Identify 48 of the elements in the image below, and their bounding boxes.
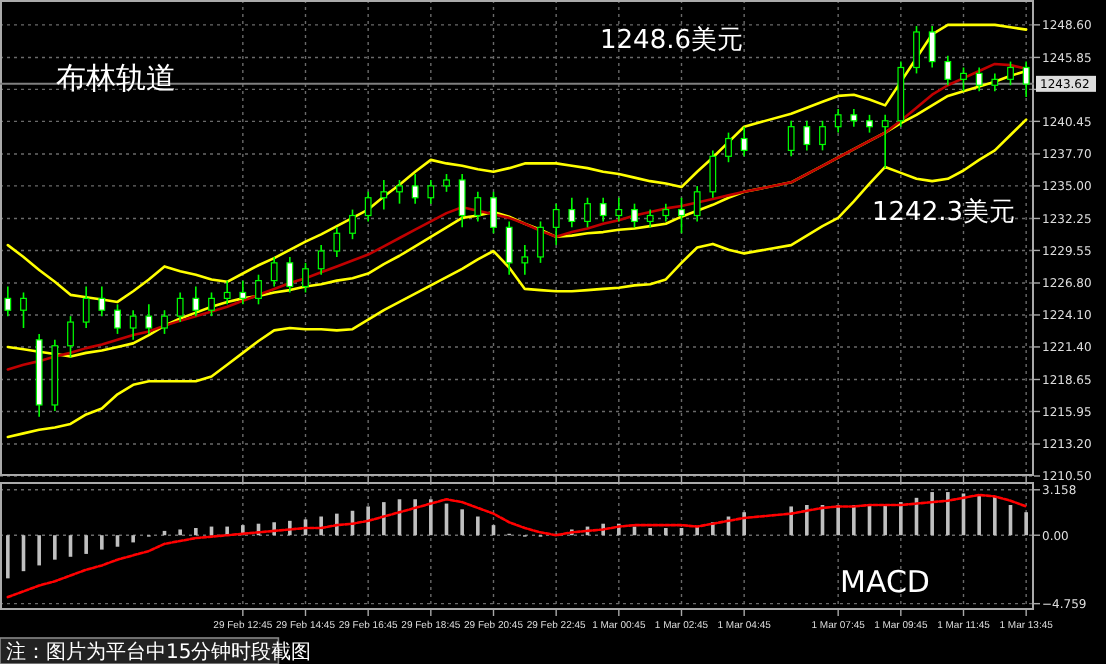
text: MACD bbox=[840, 564, 930, 600]
candlestick bbox=[192, 285, 200, 317]
candlestick bbox=[725, 131, 732, 164]
candlestick bbox=[223, 279, 231, 306]
candlestick bbox=[631, 202, 638, 229]
candlestick bbox=[740, 125, 748, 158]
candlestick bbox=[568, 196, 576, 229]
candlestick bbox=[505, 220, 513, 276]
candlestick bbox=[709, 149, 717, 199]
annotation: 1248.6美元 bbox=[600, 24, 743, 56]
candlestick bbox=[537, 220, 544, 264]
candlestick bbox=[161, 309, 168, 335]
candlestick bbox=[678, 196, 685, 235]
candlestick bbox=[176, 291, 184, 323]
candlestick bbox=[490, 191, 497, 235]
candlestick bbox=[349, 208, 356, 240]
candlestick bbox=[286, 256, 294, 294]
candlestick bbox=[474, 191, 482, 223]
candlestick bbox=[693, 185, 701, 223]
candlestick bbox=[333, 226, 341, 258]
candlestick bbox=[521, 244, 529, 276]
candlestick bbox=[364, 191, 372, 223]
candlestick bbox=[145, 303, 153, 335]
text: 注：图片为平台中15分钟时段截图 bbox=[6, 640, 312, 664]
candlestick bbox=[458, 173, 466, 229]
candlestick bbox=[396, 179, 403, 205]
candlestick bbox=[255, 273, 262, 306]
annotation: 1242.3美元 bbox=[872, 196, 1015, 228]
candlestick bbox=[208, 291, 215, 317]
candlestick bbox=[615, 196, 623, 223]
candlestick bbox=[599, 196, 607, 223]
candlestick bbox=[129, 309, 137, 341]
candlestick bbox=[302, 262, 309, 294]
candlestick bbox=[20, 291, 27, 329]
candlestick bbox=[98, 285, 106, 317]
candlestick bbox=[114, 303, 121, 335]
candlestick bbox=[380, 179, 388, 211]
text: 布林轨道 bbox=[56, 60, 176, 96]
candlestick bbox=[584, 196, 591, 229]
candlestick bbox=[67, 315, 74, 359]
candlestick bbox=[270, 256, 278, 288]
candlestick bbox=[317, 244, 325, 276]
candlestick bbox=[239, 279, 247, 306]
candlestick bbox=[411, 173, 419, 205]
candlestick bbox=[552, 202, 560, 246]
candlestick bbox=[82, 285, 90, 329]
candlestick bbox=[427, 179, 435, 205]
candlestick bbox=[4, 285, 12, 317]
